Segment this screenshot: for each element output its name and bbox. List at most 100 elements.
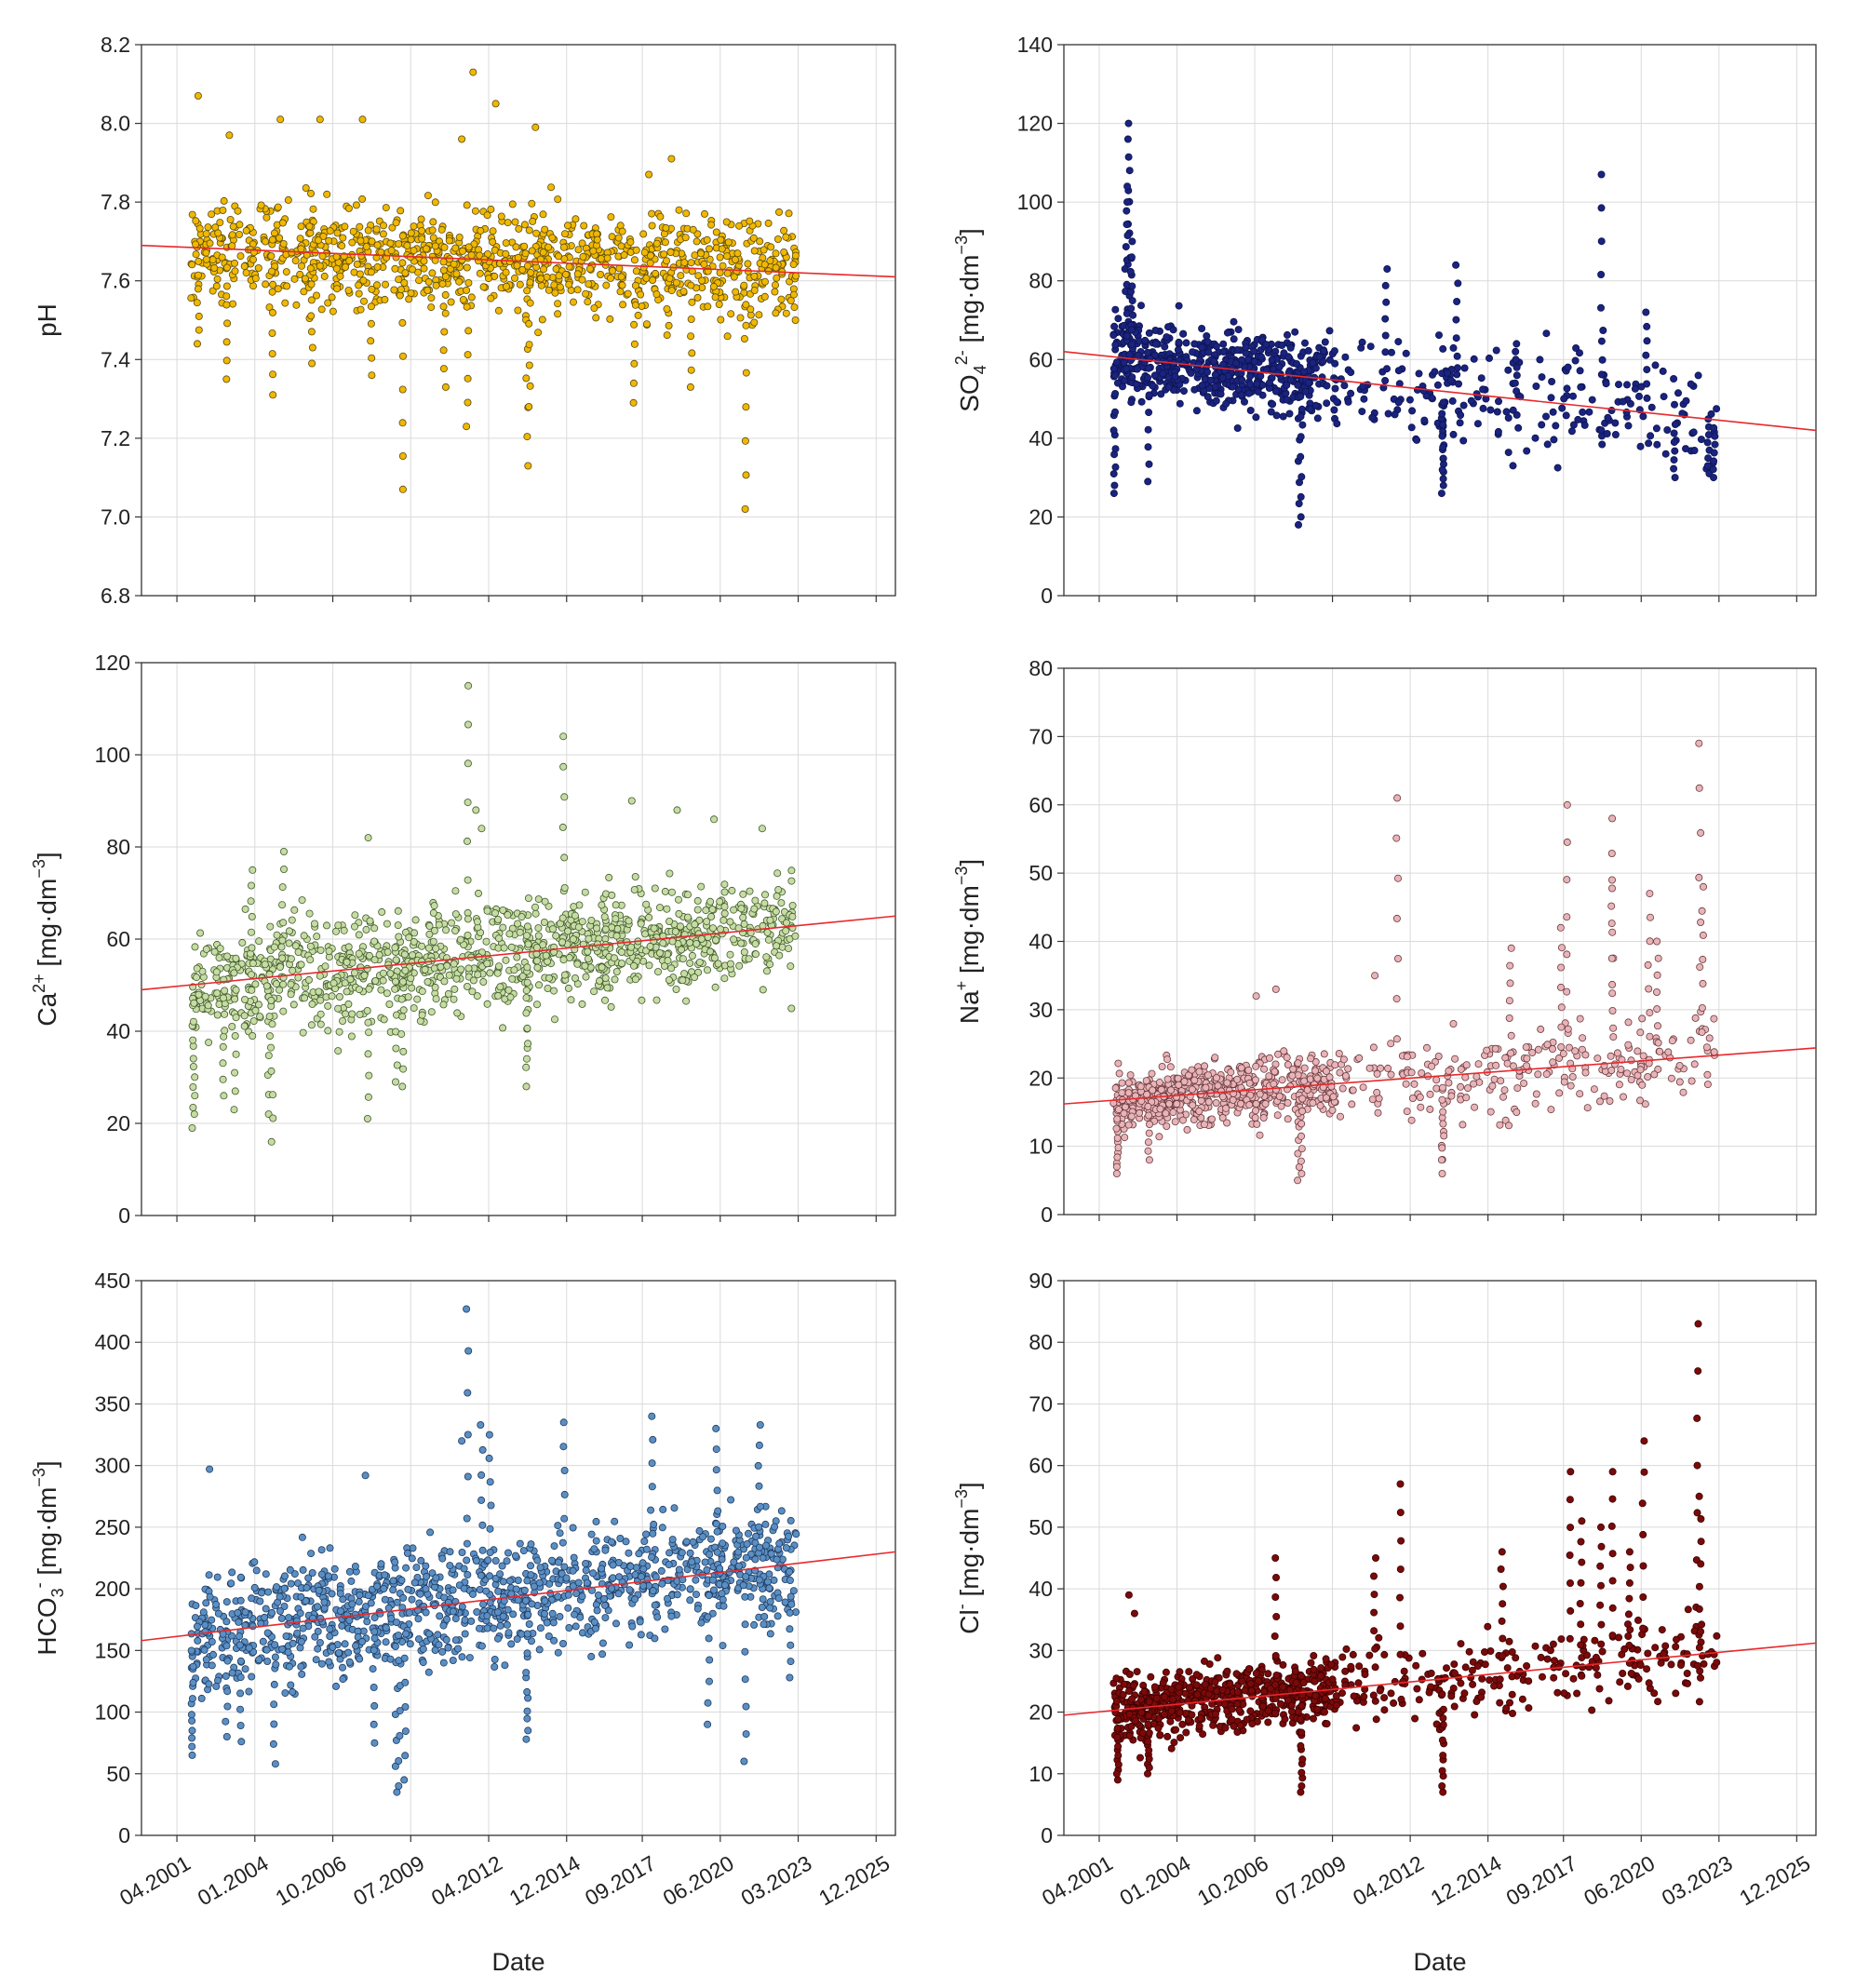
data-point [1333,420,1341,428]
data-point [1537,1025,1545,1033]
data-point [487,294,495,302]
data-point [453,1009,462,1017]
data-point [782,927,790,935]
data-point [1392,995,1401,1003]
data-point [1267,408,1275,416]
data-point [415,276,424,285]
data-point [1246,406,1255,414]
data-point [451,244,460,252]
data-point [231,995,239,1003]
data-point [410,222,418,231]
data-point [368,237,376,246]
y-label-base: Na [955,990,984,1024]
data-point [310,920,318,928]
data-point [1650,1070,1659,1079]
data-point [1371,972,1379,980]
data-point [760,261,769,269]
data-point [314,1645,322,1653]
data-point [578,1000,586,1008]
data-point [1119,383,1127,391]
data-point [513,953,521,961]
data-point [441,273,450,281]
data-point [1297,513,1305,521]
data-point [1163,333,1171,342]
data-point [334,1047,343,1055]
data-point [786,1567,794,1576]
data-point [1420,416,1429,424]
data-point [1300,1064,1309,1072]
data-point [1457,410,1465,419]
data-point [1507,1049,1515,1057]
data-point [1407,1068,1416,1077]
data-point [398,1013,407,1021]
data-point [578,239,586,248]
data-point [560,793,569,801]
data-point [306,942,315,950]
data-point [1188,1066,1196,1074]
data-point [561,230,570,238]
data-point [268,235,276,244]
data-point [1500,1086,1509,1095]
data-point [189,1104,197,1112]
data-point [328,293,336,302]
data-point [464,932,472,940]
data-point [483,907,491,915]
data-point [717,235,725,244]
data-point [535,1645,544,1654]
data-point [292,301,301,309]
data-point [358,195,367,203]
data-point [661,887,669,895]
data-point [288,248,296,257]
data-point [585,280,593,289]
data-point [351,911,359,920]
data-point [772,281,780,289]
y-tick-label: 120 [95,651,130,675]
data-point [1449,430,1458,438]
data-point [637,920,645,928]
data-point [1365,1064,1374,1072]
chart-ph: 6.87.07.27.47.67.88.08.2pH [33,33,896,608]
data-point [464,720,472,729]
data-point [228,242,236,250]
data-point [1355,1054,1364,1062]
data-point [339,1017,347,1026]
data-point [1358,408,1366,416]
data-point [1201,1062,1209,1070]
data-point [276,234,284,242]
data-point [371,977,380,986]
data-point [395,933,403,941]
data-point [372,281,381,289]
data-point [1557,1023,1566,1031]
data-point [1157,1085,1165,1094]
data-point [545,974,554,982]
data-point [222,375,231,383]
data-point [1547,394,1555,402]
data-point [1627,1076,1635,1084]
data-point [514,253,522,262]
data-point [294,948,303,957]
data-point [609,266,617,275]
data-point [424,1668,433,1676]
data-point [424,978,432,987]
data-point [332,264,341,273]
data-point [1513,340,1521,348]
data-point [496,983,504,991]
data-point [596,976,604,985]
data-point [567,996,575,1004]
data-point [432,945,440,953]
data-point [441,290,450,299]
data-point [1509,462,1517,470]
data-point [304,975,313,984]
data-point [287,990,295,999]
data-point [630,886,639,894]
data-point [1426,1090,1434,1098]
data-point [1574,415,1582,423]
data-point [523,1054,531,1063]
data-point [547,183,556,192]
data-point [691,974,699,982]
data-point [1298,1145,1306,1153]
data-point [1297,393,1305,401]
data-point [1431,368,1439,376]
data-point [391,977,399,986]
data-point [356,222,364,231]
